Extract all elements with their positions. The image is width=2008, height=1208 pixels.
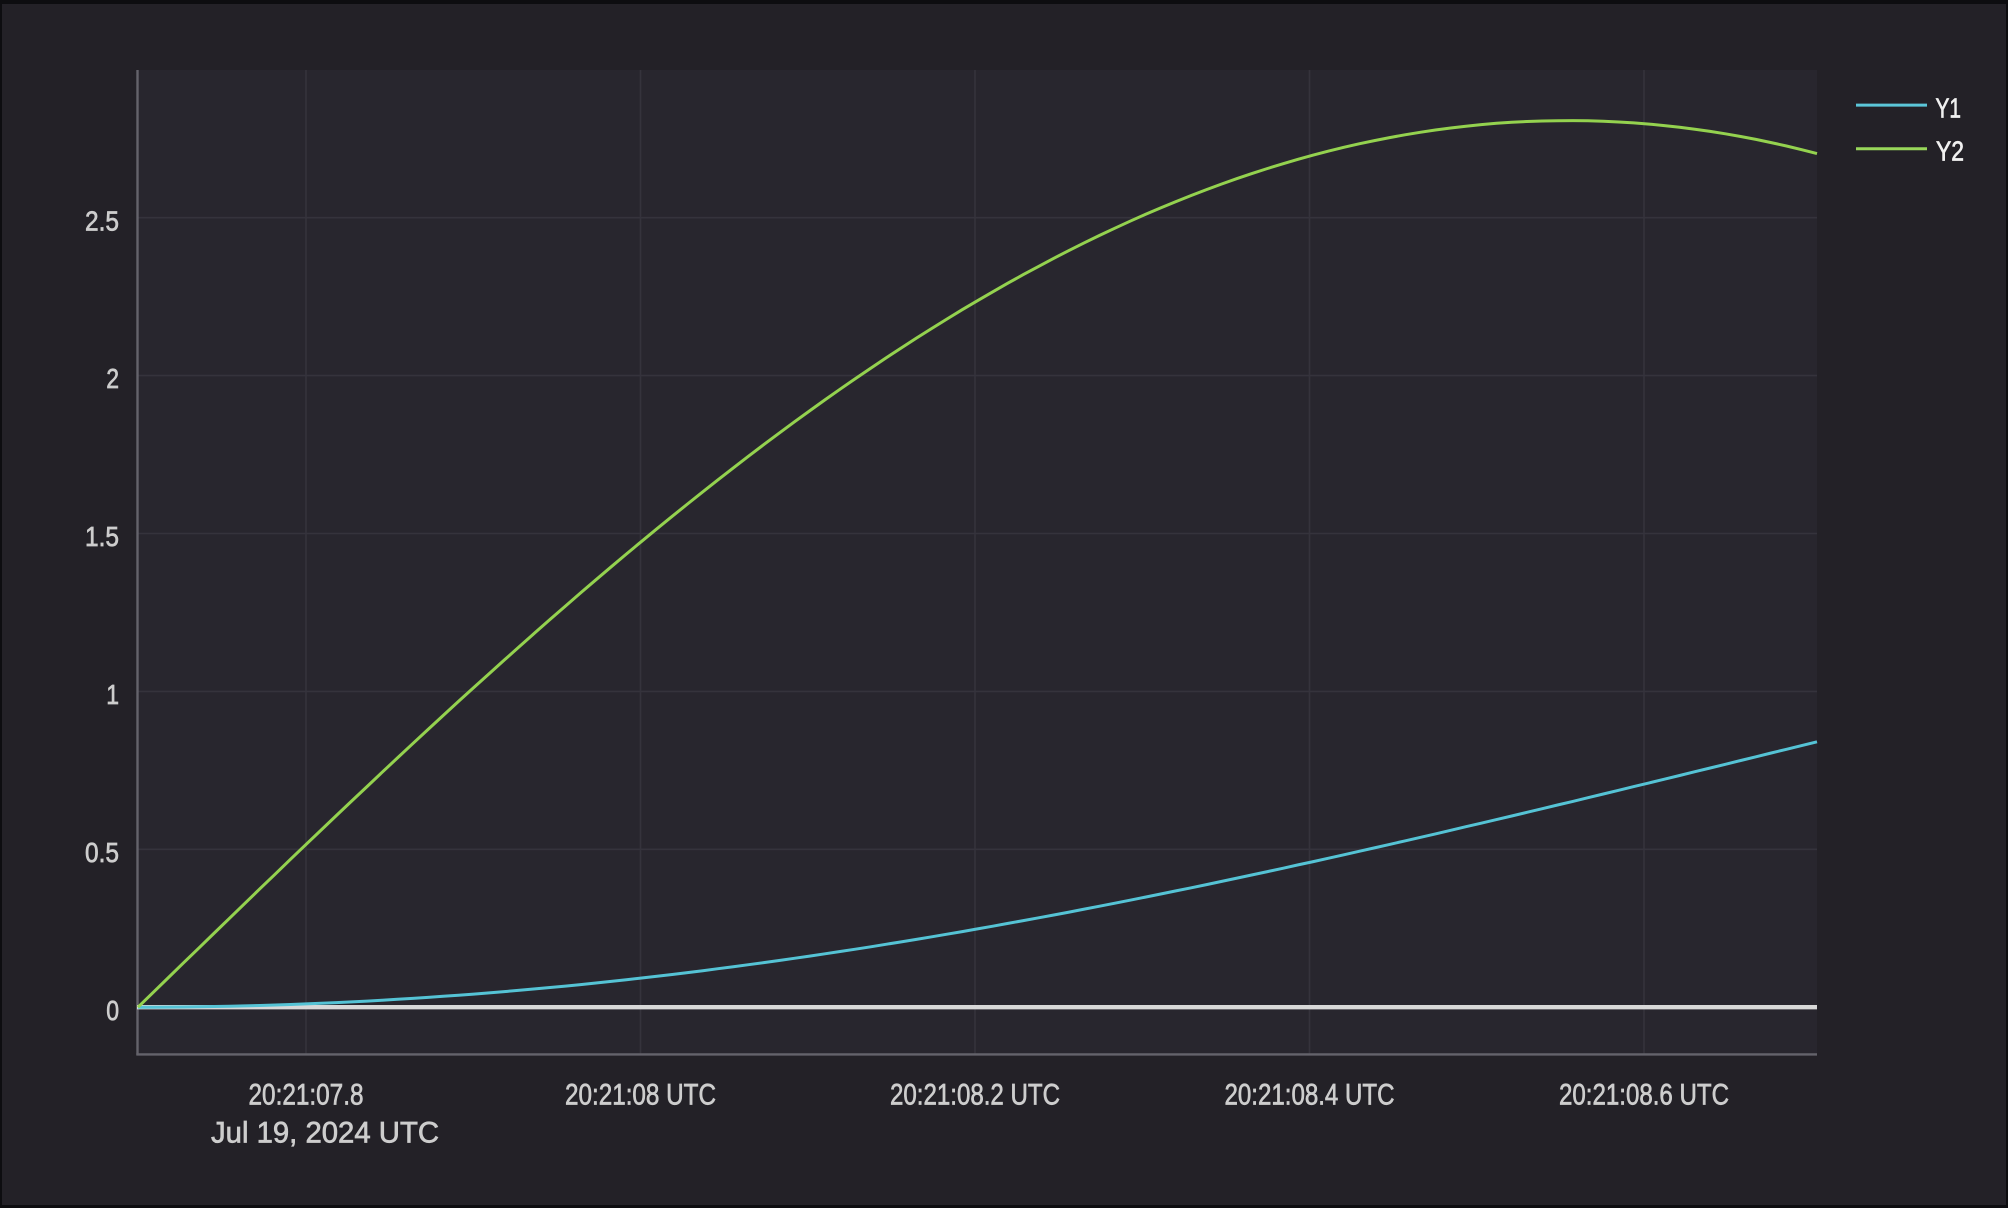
svg-text:Y1: Y1 bbox=[1936, 93, 1962, 124]
svg-text:1.5: 1.5 bbox=[85, 521, 119, 552]
svg-text:20:21:08.6 UTC: 20:21:08.6 UTC bbox=[1559, 1079, 1729, 1112]
svg-text:1: 1 bbox=[106, 679, 119, 710]
svg-text:20:21:08.4 UTC: 20:21:08.4 UTC bbox=[1225, 1079, 1395, 1112]
svg-text:0.5: 0.5 bbox=[85, 837, 119, 868]
svg-text:20:21:08 UTC: 20:21:08 UTC bbox=[565, 1079, 716, 1112]
svg-text:20:21:08.2 UTC: 20:21:08.2 UTC bbox=[890, 1079, 1060, 1112]
svg-text:2: 2 bbox=[106, 363, 119, 394]
svg-text:20:21:07.8: 20:21:07.8 bbox=[249, 1079, 364, 1112]
svg-text:Y2: Y2 bbox=[1936, 136, 1964, 167]
svg-text:2.5: 2.5 bbox=[85, 205, 119, 236]
svg-text:Jul 19, 2024 UTC: Jul 19, 2024 UTC bbox=[211, 1117, 439, 1150]
svg-text:0: 0 bbox=[106, 995, 119, 1026]
